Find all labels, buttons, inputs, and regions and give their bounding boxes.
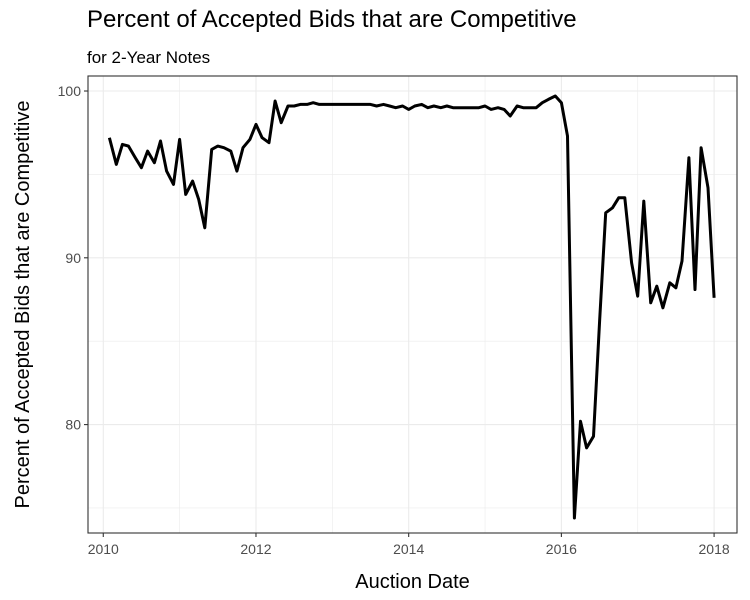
y-axis: 80 90 100 xyxy=(58,83,88,433)
x-axis: 2010 2012 2014 2016 2018 xyxy=(88,533,730,557)
x-tick-label: 2010 xyxy=(88,541,119,557)
y-tick-label: 90 xyxy=(65,250,81,266)
y-tick-label: 100 xyxy=(58,83,82,99)
x-tick-label: 2018 xyxy=(699,541,730,557)
x-tick-label: 2014 xyxy=(393,541,424,557)
major-gridlines xyxy=(88,76,737,533)
series-layer xyxy=(107,94,716,520)
minor-gridlines xyxy=(88,76,737,533)
y-tick-label: 80 xyxy=(65,417,81,433)
x-tick-label: 2012 xyxy=(240,541,271,557)
panel-border xyxy=(87,75,738,534)
x-axis-title: Auction Date xyxy=(355,571,470,593)
chart-subtitle: for 2-Year Notes xyxy=(87,48,211,67)
chart-title: Percent of Accepted Bids that are Compet… xyxy=(87,6,577,33)
x-tick-label: 2016 xyxy=(546,541,577,557)
series-line-1 xyxy=(107,94,716,520)
y-axis-title: Percent of Accepted Bids that are Compet… xyxy=(12,101,34,509)
